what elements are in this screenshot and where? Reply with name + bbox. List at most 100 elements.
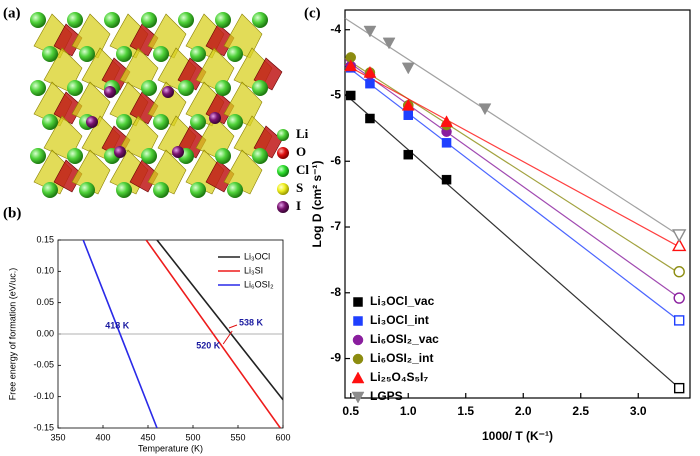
atom bbox=[190, 114, 206, 130]
atom bbox=[86, 116, 98, 128]
legend-label: Li bbox=[296, 126, 309, 141]
legend-label: S bbox=[296, 180, 303, 195]
y-tick-label: -0.10 bbox=[33, 391, 54, 401]
legend-label: O bbox=[296, 144, 306, 159]
octahedron bbox=[129, 159, 159, 193]
data-point bbox=[673, 266, 685, 278]
data-point bbox=[346, 90, 356, 101]
data-point bbox=[382, 37, 396, 50]
atom bbox=[67, 148, 83, 164]
atom bbox=[30, 148, 46, 164]
legend-label: I bbox=[296, 198, 301, 213]
x-tick-label: 2.0 bbox=[515, 404, 532, 418]
atom bbox=[42, 46, 58, 62]
x-tick-label: 550 bbox=[230, 432, 245, 442]
structure-panel: Li O Cl SI bbox=[30, 12, 309, 213]
data-point bbox=[365, 113, 375, 124]
atom bbox=[190, 182, 206, 198]
legend-swatch bbox=[352, 353, 364, 365]
annotation: 418 K bbox=[105, 320, 130, 330]
x-tick-label: 1.5 bbox=[457, 404, 474, 418]
y-axis-title: Log D (cm² s⁻¹) bbox=[310, 161, 324, 248]
data-point bbox=[672, 237, 687, 252]
annotation: 538 K bbox=[239, 317, 264, 327]
atom bbox=[30, 80, 46, 96]
y-tick-label: -7 bbox=[330, 219, 341, 233]
atom bbox=[252, 12, 268, 28]
atom bbox=[172, 146, 184, 158]
data-point bbox=[478, 103, 492, 116]
octahedron bbox=[129, 91, 159, 125]
series-line bbox=[156, 240, 283, 401]
atom bbox=[141, 12, 157, 28]
atom bbox=[67, 12, 83, 28]
legend-label: Li₆OSI₂_int bbox=[370, 351, 433, 365]
panel-label: (c) bbox=[304, 5, 321, 21]
legend-swatch bbox=[353, 297, 363, 307]
atom bbox=[215, 148, 231, 164]
data-point bbox=[363, 65, 377, 78]
x-tick-label: 0.5 bbox=[342, 404, 359, 418]
atom bbox=[215, 12, 231, 28]
legend-swatch bbox=[277, 165, 289, 177]
data-point bbox=[401, 98, 415, 111]
fit-line bbox=[344, 64, 680, 322]
atom bbox=[116, 182, 132, 198]
panel-label: (b) bbox=[3, 205, 21, 221]
octahedron bbox=[205, 23, 235, 57]
atom bbox=[104, 86, 116, 98]
octahedron bbox=[53, 159, 83, 193]
fit-line bbox=[344, 93, 680, 389]
atom bbox=[162, 86, 174, 98]
atom bbox=[178, 12, 194, 28]
legend-label: Cl bbox=[296, 162, 309, 177]
y-tick-label: -9 bbox=[330, 351, 341, 365]
x-tick-label: 1.0 bbox=[400, 404, 417, 418]
free-energy-chart: 350 400 450 500 550 600 -0.15 -0.10 -0.05 0.00 0.0… bbox=[7, 234, 290, 453]
legend-label: Li₆OSI₂ bbox=[244, 279, 274, 289]
atom bbox=[252, 148, 268, 164]
atom bbox=[227, 46, 243, 62]
atom bbox=[42, 182, 58, 198]
legend-label: Li₃OCl_int bbox=[370, 313, 429, 327]
atom bbox=[30, 12, 46, 28]
data-point bbox=[403, 149, 413, 160]
octahedron bbox=[129, 23, 159, 57]
legend-label: Li₂₅O₄S₅I₇ bbox=[370, 370, 428, 384]
y-tick-label: 0.10 bbox=[36, 266, 54, 276]
legend-swatch bbox=[277, 201, 289, 213]
x-axis-title: 1000/ T (K⁻¹) bbox=[482, 429, 553, 443]
data-point bbox=[673, 292, 685, 304]
atom bbox=[227, 114, 243, 130]
data-point bbox=[365, 78, 375, 89]
legend-swatch bbox=[353, 316, 363, 326]
y-tick-label: 0.15 bbox=[36, 234, 54, 244]
data-point bbox=[673, 315, 685, 326]
y-tick-label: -6 bbox=[330, 153, 341, 167]
atom bbox=[227, 182, 243, 198]
data-point bbox=[401, 62, 415, 75]
fit-line bbox=[344, 59, 680, 299]
fit-line bbox=[344, 63, 680, 248]
atom bbox=[67, 80, 83, 96]
legend-swatch bbox=[277, 129, 289, 141]
legend-swatch bbox=[277, 183, 289, 195]
data-point bbox=[403, 110, 413, 120]
y-tick-label: 0.05 bbox=[36, 297, 54, 307]
atom bbox=[215, 80, 231, 96]
octahedron bbox=[205, 159, 235, 193]
annotation-arrow bbox=[228, 324, 238, 329]
x-tick-label: 350 bbox=[50, 432, 65, 442]
legend-label: LGPS bbox=[370, 389, 403, 403]
series-line bbox=[82, 240, 158, 428]
polyhedron bbox=[71, 149, 111, 195]
x-tick-label: 450 bbox=[140, 432, 155, 442]
legend-label: Li₃OCl_vac bbox=[370, 294, 435, 308]
y-axis-title: Free energy of formation (eV/uc.) bbox=[7, 268, 17, 401]
y-tick-label: -0.15 bbox=[33, 422, 54, 432]
data-point bbox=[672, 229, 687, 243]
y-tick-label: -5 bbox=[330, 88, 341, 102]
x-tick-label: 600 bbox=[275, 432, 290, 442]
x-tick-label: 500 bbox=[185, 432, 200, 442]
atom bbox=[114, 146, 126, 158]
